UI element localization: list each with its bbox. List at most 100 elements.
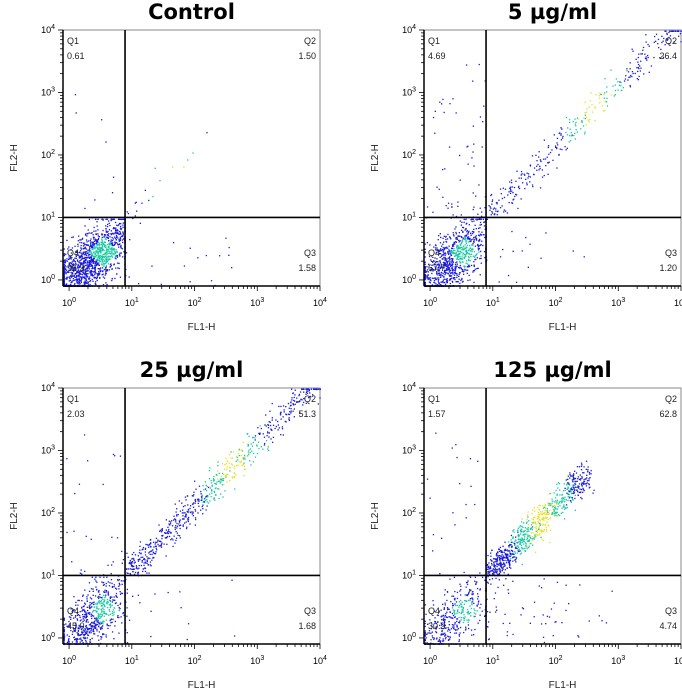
data-point [222, 479, 224, 482]
data-point [161, 542, 163, 544]
data-point [174, 528, 176, 530]
data-point [427, 274, 429, 277]
data-point [71, 611, 73, 613]
data-point [99, 254, 101, 257]
data-point [455, 215, 458, 218]
data-point [457, 245, 459, 247]
data-point [569, 140, 572, 142]
data-point [520, 540, 522, 542]
data-point [167, 532, 169, 535]
data-point [91, 278, 93, 281]
data-point [477, 603, 479, 605]
data-point [460, 268, 463, 270]
data-point [176, 532, 178, 534]
data-point [317, 388, 319, 390]
data-point [101, 605, 103, 607]
data-point [213, 498, 215, 500]
data-point [587, 119, 589, 121]
data-point [67, 640, 70, 642]
data-point [109, 251, 111, 253]
data-point [254, 437, 256, 439]
data-point [518, 177, 520, 179]
data-point [66, 239, 68, 242]
data-point [455, 267, 457, 269]
data-point [442, 168, 444, 171]
data-point [80, 262, 82, 264]
data-point [101, 234, 103, 236]
data-point [159, 180, 161, 182]
data-point [100, 616, 102, 618]
data-point [603, 92, 606, 94]
data-point [75, 604, 77, 606]
data-point [105, 619, 107, 621]
data-point [79, 265, 81, 268]
data-point [175, 525, 177, 527]
data-point [109, 255, 111, 257]
data-point [103, 245, 106, 247]
data-point [473, 265, 475, 267]
data-point [206, 501, 208, 503]
data-point [194, 524, 196, 526]
data-point [438, 266, 440, 268]
data-point [89, 601, 91, 604]
data-point [86, 598, 88, 600]
data-point [102, 584, 105, 586]
data-point [189, 247, 191, 249]
data-point [677, 30, 679, 32]
data-point [98, 597, 100, 600]
data-point [426, 277, 428, 279]
data-point [89, 624, 92, 626]
data-point [521, 521, 523, 523]
data-point [443, 247, 446, 249]
data-point [89, 612, 91, 614]
data-point [96, 259, 98, 261]
data-point [69, 265, 72, 267]
data-point [81, 607, 83, 609]
data-point [236, 455, 238, 458]
data-point [157, 540, 159, 542]
data-point [650, 65, 653, 67]
data-point [86, 630, 88, 632]
data-point [508, 201, 510, 204]
data-point [461, 240, 463, 242]
data-point [112, 232, 114, 234]
data-point [457, 249, 459, 252]
data-point [443, 267, 445, 269]
data-point [467, 613, 469, 615]
data-point [466, 594, 468, 596]
data-point [481, 231, 483, 233]
data-point [71, 273, 73, 275]
data-point [434, 617, 436, 619]
data-point [424, 635, 426, 637]
data-point [122, 226, 124, 228]
data-point [77, 263, 79, 266]
data-point [469, 589, 471, 591]
data-point [220, 475, 222, 477]
data-point [218, 488, 220, 490]
data-point [182, 505, 185, 508]
data-point [441, 281, 443, 283]
data-point [613, 95, 615, 97]
data-point [515, 180, 517, 182]
data-point [171, 520, 173, 522]
data-point [457, 201, 459, 203]
data-point [571, 134, 573, 136]
data-point [128, 562, 130, 564]
data-point [63, 279, 65, 281]
data-point [623, 80, 626, 82]
data-point [102, 257, 104, 259]
data-point [88, 251, 90, 253]
data-point [107, 256, 109, 258]
data-point [560, 133, 562, 135]
data-point [109, 613, 112, 615]
data-point [459, 154, 461, 157]
data-point [440, 622, 442, 624]
data-point [424, 263, 426, 265]
data-point [151, 265, 153, 267]
data-point [483, 221, 485, 223]
data-point [451, 206, 453, 208]
data-point [446, 616, 448, 619]
data-point [226, 469, 228, 471]
data-point [463, 221, 465, 223]
data-point [71, 261, 73, 263]
